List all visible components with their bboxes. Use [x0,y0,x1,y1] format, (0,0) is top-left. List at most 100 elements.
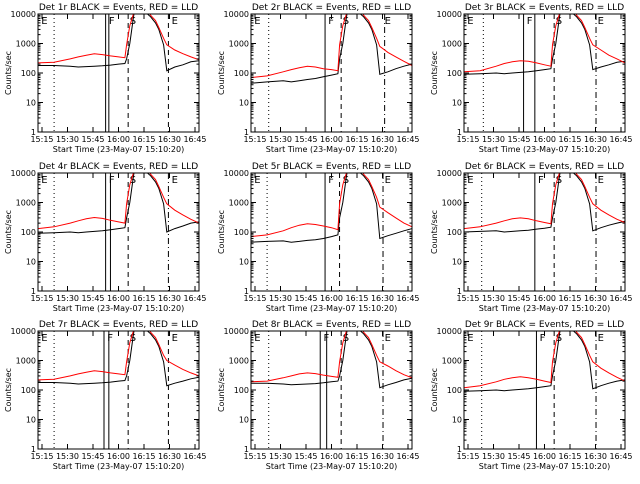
x-tick-label: 16:00 [533,135,556,144]
x-tick-label: 15:45 [507,135,530,144]
y-axis-label: Counts/sec [217,210,226,254]
events-series-line [38,173,199,234]
x-tick-label: 16:30 [158,294,181,303]
y-tick-label: 10000 [437,327,462,336]
flag-letter: E [254,333,260,344]
flag-letter: E [254,16,260,27]
lld-series-line [38,173,199,230]
flag-letter: E [41,333,47,344]
x-tick-label: 16:30 [158,452,181,461]
y-tick-label: 10000 [224,327,249,336]
x-tick-label: 15:15 [456,452,479,461]
flag-letter: E [467,333,473,344]
y-tick-label: 1 [457,445,462,454]
x-tick-label: 16:45 [183,135,206,144]
x-tick-label: 16:15 [558,294,581,303]
x-tick-label: 16:00 [320,294,343,303]
x-tick-label: 16:00 [533,452,556,461]
x-tick-label: 15:45 [294,294,317,303]
x-tick-label: 16:30 [584,452,607,461]
y-tick-label: 10 [239,416,249,425]
y-axis-label: Counts/sec [4,368,13,412]
x-tick-label: 16:00 [533,294,556,303]
y-tick-label: 1 [31,287,36,296]
y-axis-label: Counts/sec [430,368,439,412]
events-series-line [251,14,412,84]
events-series-line [38,331,199,387]
y-axis-label: Counts/sec [4,210,13,254]
flag-letter: E [598,175,604,186]
x-tick-label: 15:45 [294,135,317,144]
lld-series-line [38,14,199,64]
x-tick-label: 16:30 [371,294,394,303]
plot-frame [37,330,200,450]
y-tick-label: 1 [457,128,462,137]
x-tick-label: 15:45 [81,294,104,303]
x-tick-label: 16:45 [609,294,632,303]
y-tick-label: 1000 [229,357,249,366]
flag-letter: E [385,333,391,344]
lld-series-line [464,14,625,73]
y-tick-label: 100 [234,228,249,237]
panel-title: Det 1r BLACK = Events, RED = LLD [39,3,198,13]
x-tick-label: 16:45 [396,135,419,144]
plot-frame [250,13,413,133]
y-tick-label: 1 [31,445,36,454]
x-tick-label: 16:30 [371,452,394,461]
x-tick-label: 15:30 [56,135,79,144]
flag-letter: F [323,333,329,344]
x-tick-label: 15:45 [507,452,530,461]
x-tick-label: 16:45 [183,452,206,461]
y-tick-label: 10 [26,258,36,267]
x-tick-label: 16:15 [345,294,368,303]
y-tick-label: 10 [26,99,36,108]
x-tick-label: 15:30 [269,294,292,303]
x-tick-label: 15:30 [56,294,79,303]
x-tick-label: 15:30 [482,135,505,144]
x-axis-label: Start Time (23-May-07 15:10:20) [53,462,184,471]
x-tick-label: 16:45 [609,135,632,144]
y-axis-label: Counts/sec [430,210,439,254]
panel-title: Det 2r BLACK = Events, RED = LLD [252,3,411,13]
y-tick-label: 100 [447,386,462,395]
x-tick-label: 15:45 [81,452,104,461]
flag-letter: F [527,16,533,27]
panel-title: Det 4r BLACK = Events, RED = LLD [39,162,198,172]
y-tick-label: 10 [452,258,462,267]
panel-title: Det 6r BLACK = Events, RED = LLD [465,162,624,172]
x-tick-label: 15:15 [30,452,53,461]
flag-letter: E [172,333,178,344]
y-tick-label: 10000 [224,169,249,178]
panel-title: Det 3r BLACK = Events, RED = LLD [465,3,624,13]
x-axis-label: Start Time (23-May-07 15:10:20) [53,145,184,154]
lld-series-line [464,331,625,389]
x-tick-label: 16:30 [584,294,607,303]
y-tick-label: 1000 [16,199,36,208]
x-tick-label: 15:30 [482,294,505,303]
x-tick-label: 16:15 [558,135,581,144]
flag-letter: E [41,175,47,186]
x-tick-label: 16:45 [396,452,419,461]
panel-title: Det 8r BLACK = Events, RED = LLD [252,320,411,330]
y-tick-label: 1 [31,128,36,137]
x-tick-label: 15:15 [456,135,479,144]
y-tick-label: 1000 [229,199,249,208]
y-tick-label: 100 [447,69,462,78]
plot-frame [250,172,413,292]
events-series-line [464,14,625,75]
y-tick-label: 100 [234,69,249,78]
flag-letter: E [598,16,604,27]
x-tick-label: 16:30 [584,135,607,144]
x-axis-label: Start Time (23-May-07 15:10:20) [266,304,397,313]
x-tick-label: 15:45 [294,452,317,461]
plot-frame [37,13,200,133]
flag-letter: E [41,16,47,27]
